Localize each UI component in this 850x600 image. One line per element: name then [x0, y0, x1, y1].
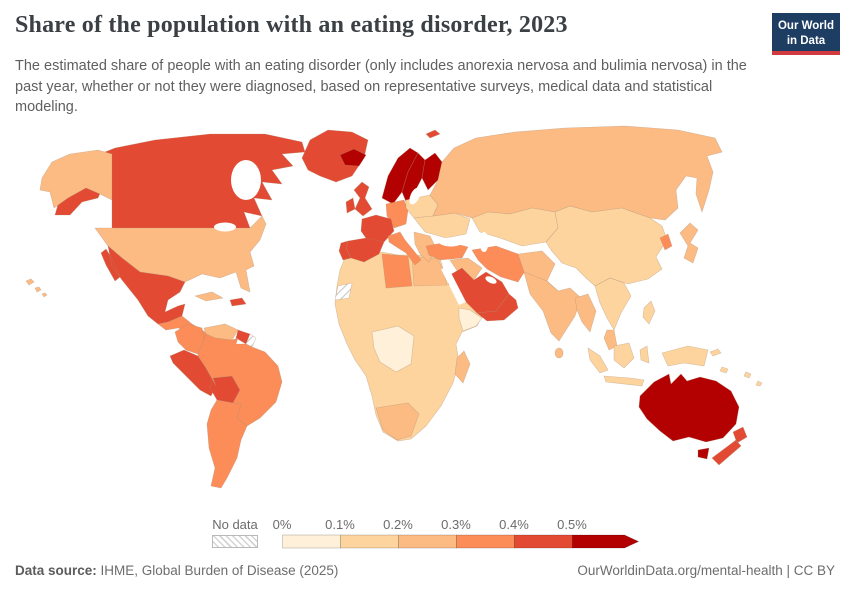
region-sri-lanka[interactable] — [554, 347, 564, 359]
region-se-asia[interactable] — [594, 277, 632, 331]
region-southern-cone[interactable] — [206, 399, 248, 489]
water-overlay — [409, 187, 421, 205]
region-yemen-oman[interactable] — [476, 293, 519, 322]
region-spain[interactable] — [345, 237, 385, 263]
region-hispaniola[interactable] — [229, 297, 247, 307]
region-hawaii[interactable] — [25, 278, 48, 298]
region-syria-iraq[interactable] — [449, 257, 483, 281]
region-alaska[interactable] — [39, 149, 113, 209]
region-india[interactable] — [523, 271, 582, 342]
region-myanmar-bangladesh[interactable] — [574, 293, 597, 333]
legend-bin-0[interactable] — [282, 534, 341, 549]
region-malaysia[interactable] — [603, 329, 618, 351]
region-egypt[interactable] — [411, 255, 448, 287]
water-overlay — [479, 232, 489, 252]
region-libya[interactable] — [381, 253, 413, 289]
region-dr-congo[interactable] — [371, 325, 415, 373]
region-japan[interactable] — [679, 222, 699, 264]
footer: Data source: IHME, Global Burden of Dise… — [0, 563, 850, 578]
legend-no-data-swatch[interactable] — [212, 535, 258, 548]
water-overlay — [441, 267, 466, 305]
footer-link[interactable]: OurWorldinData.org/mental-health | CC BY — [577, 563, 835, 578]
region-portugal[interactable] — [338, 240, 352, 261]
legend-bin-5[interactable] — [572, 534, 640, 549]
footer-source: Data source: IHME, Global Burden of Dise… — [15, 563, 338, 578]
region-new-zealand[interactable] — [711, 426, 748, 466]
owid-logo-line2: in Data — [786, 34, 826, 47]
legend-bin-2[interactable] — [398, 534, 457, 549]
water-overlay — [439, 237, 463, 247]
legend-colorbar[interactable] — [282, 534, 644, 549]
owid-logo-accent-bar — [772, 51, 840, 55]
region-iran[interactable] — [471, 245, 528, 283]
region-western-sahara[interactable] — [334, 282, 353, 301]
region-pacific-islands[interactable] — [709, 348, 763, 387]
owid-logo-line1: Our World — [777, 20, 834, 32]
legend-tick-label: 0.2% — [383, 517, 413, 532]
region-somalia[interactable] — [458, 307, 483, 332]
page-subtitle: The estimated share of people with an ea… — [15, 58, 747, 116]
region-new-guinea[interactable] — [661, 345, 709, 367]
region-mexico[interactable] — [100, 245, 186, 325]
legend-tick-label: 0.4% — [499, 517, 529, 532]
region-iceland[interactable] — [339, 148, 367, 167]
water-overlay — [214, 222, 236, 232]
region-russia[interactable] — [429, 125, 723, 221]
region-philippines[interactable] — [642, 300, 656, 325]
region-china[interactable] — [545, 205, 668, 287]
region-south-africa[interactable] — [375, 402, 420, 441]
legend-tick-label: 0% — [272, 517, 292, 532]
owid-logo[interactable]: Our World in Data — [772, 13, 840, 55]
legend-bin-3[interactable] — [456, 534, 515, 549]
region-tasmania[interactable] — [697, 447, 710, 460]
region-south-korea[interactable] — [659, 233, 673, 251]
water-overlay — [231, 160, 261, 200]
region-svalbard[interactable] — [425, 129, 441, 139]
region-ireland[interactable] — [345, 197, 356, 214]
page-title: Share of the population with an eating d… — [15, 12, 568, 38]
region-indonesia[interactable] — [587, 342, 650, 387]
legend-no-data-label: No data — [212, 517, 258, 532]
region-cuba[interactable] — [194, 291, 224, 302]
region-italy[interactable] — [387, 231, 422, 266]
footer-source-label: Data source: — [15, 563, 97, 578]
footer-source-value: IHME, Global Burden of Disease (2025) — [96, 563, 339, 578]
water-overlay — [485, 276, 497, 284]
legend-tick-label: 0.5% — [557, 517, 587, 532]
region-madagascar[interactable] — [454, 350, 471, 384]
legend-bin-1[interactable] — [340, 534, 399, 549]
region-uk[interactable] — [353, 181, 373, 217]
region-australia[interactable] — [638, 373, 740, 443]
legend-tick-label: 0.1% — [325, 517, 355, 532]
world-map — [25, 125, 763, 489]
legend-bin-4[interactable] — [514, 534, 573, 549]
legend-tick-label: 0.3% — [441, 517, 471, 532]
